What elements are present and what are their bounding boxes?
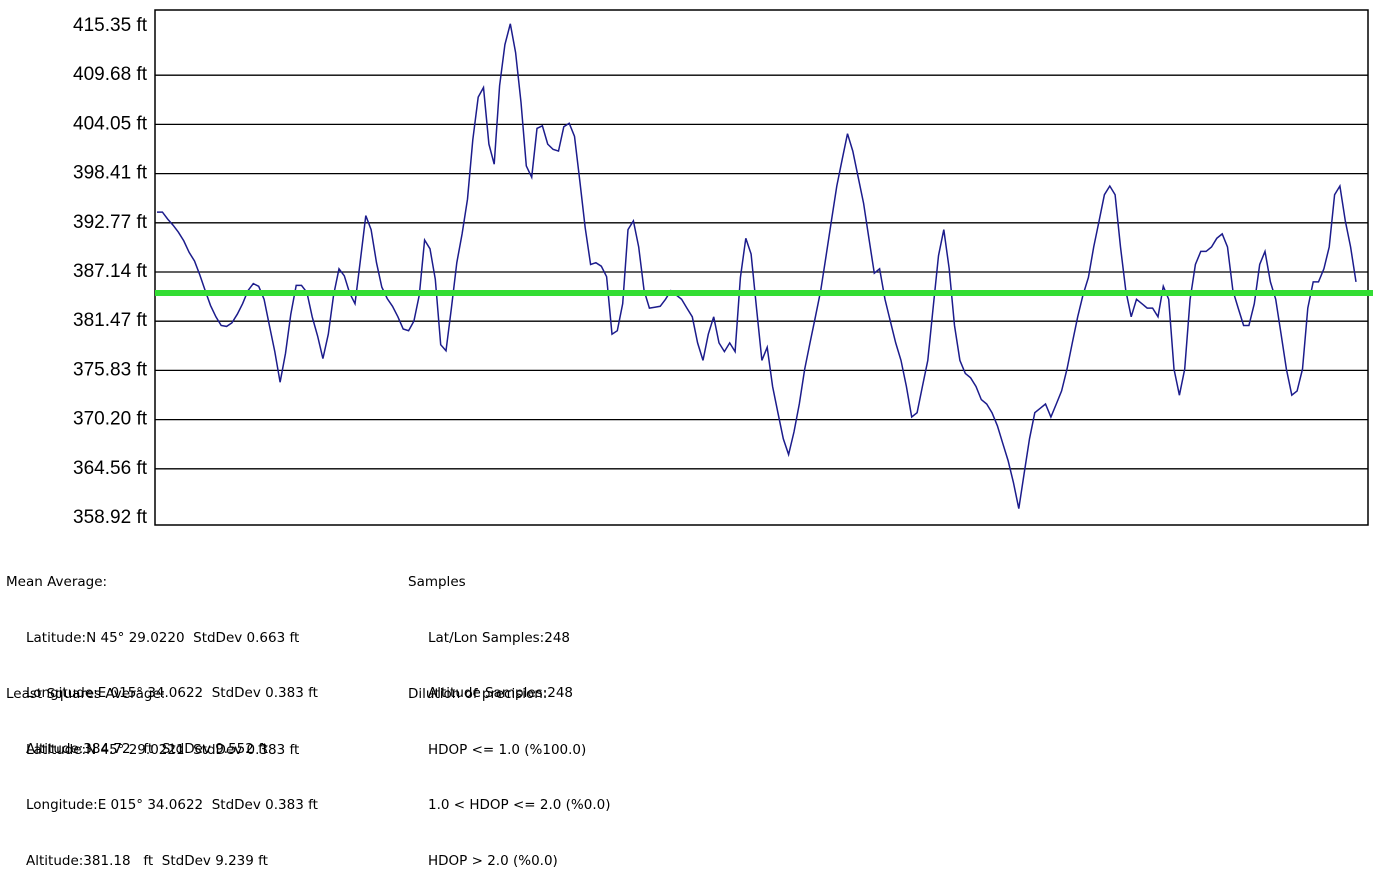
y-tick-label: 409.68 ft: [73, 64, 148, 85]
y-tick-label: 415.35 ft: [73, 15, 148, 36]
altitude-series-line: [157, 23, 1357, 509]
y-tick-label: 404.05 ft: [73, 113, 148, 134]
plot-frame: [154, 9, 1369, 526]
ls-altitude: Altitude:381.18 ft StdDev 9.239 ft: [26, 852, 268, 869]
dilution-title: Dilution of precision:: [408, 686, 548, 702]
chart-gridlines: [155, 74, 1368, 470]
y-tick-label: 387.14 ft: [73, 261, 148, 282]
altitude-chart: 415.35 ft 409.68 ft 404.05 ft 398.41 ft 392.…: [73, 9, 1373, 528]
dilution-block: Dilution of precision: HDOP <= 1.0 (%100…: [408, 648, 610, 889]
y-tick-label: 370.20 ft: [73, 409, 148, 430]
y-axis-labels: 415.35 ft 409.68 ft 404.05 ft 398.41 ft 392.…: [73, 15, 148, 528]
y-tick-label: 358.92 ft: [73, 507, 148, 528]
samples-title: Samples: [408, 574, 466, 590]
hdop-good: HDOP <= 1.0 (%100.0): [428, 741, 587, 758]
mean-longitude: Longitude:E 015° 34.0622 StdDev 0.383 ft: [26, 685, 318, 701]
ls-latitude: Latitude:N 45° 29.0221 StdDev 0.383 ft: [26, 741, 300, 758]
latlon-samples: Lat/Lon Samples:248: [428, 629, 570, 646]
altitude-samples: Altitude Samples:248: [428, 685, 574, 701]
mean-latitude: Latitude:N 45° 29.0220 StdDev 0.663 ft: [26, 629, 300, 646]
ls-longitude: Longitude:E 015° 34.0622 StdDev 0.383 ft: [26, 797, 318, 813]
least-squares-title: Least Squares Average:: [6, 686, 166, 702]
hdop-poor: HDOP > 2.0 (%0.0): [428, 852, 558, 869]
hdop-moderate: 1.0 < HDOP <= 2.0 (%0.0): [428, 797, 611, 813]
mean-average-title: Mean Average:: [6, 574, 108, 590]
y-tick-label: 375.83 ft: [73, 359, 148, 380]
y-tick-label: 398.41 ft: [73, 163, 148, 184]
y-tick-label: 381.47 ft: [73, 310, 148, 331]
y-tick-label: 392.77 ft: [73, 212, 148, 233]
y-tick-label: 364.56 ft: [73, 458, 148, 479]
mean-average-block: Mean Average: Latitude:N 45° 29.0220 Std…: [6, 536, 318, 777]
least-squares-block: Least Squares Average: Latitude:N 45° 29…: [6, 648, 318, 889]
samples-block: Samples Lat/Lon Samples:248 Altitude Sam…: [408, 536, 573, 721]
